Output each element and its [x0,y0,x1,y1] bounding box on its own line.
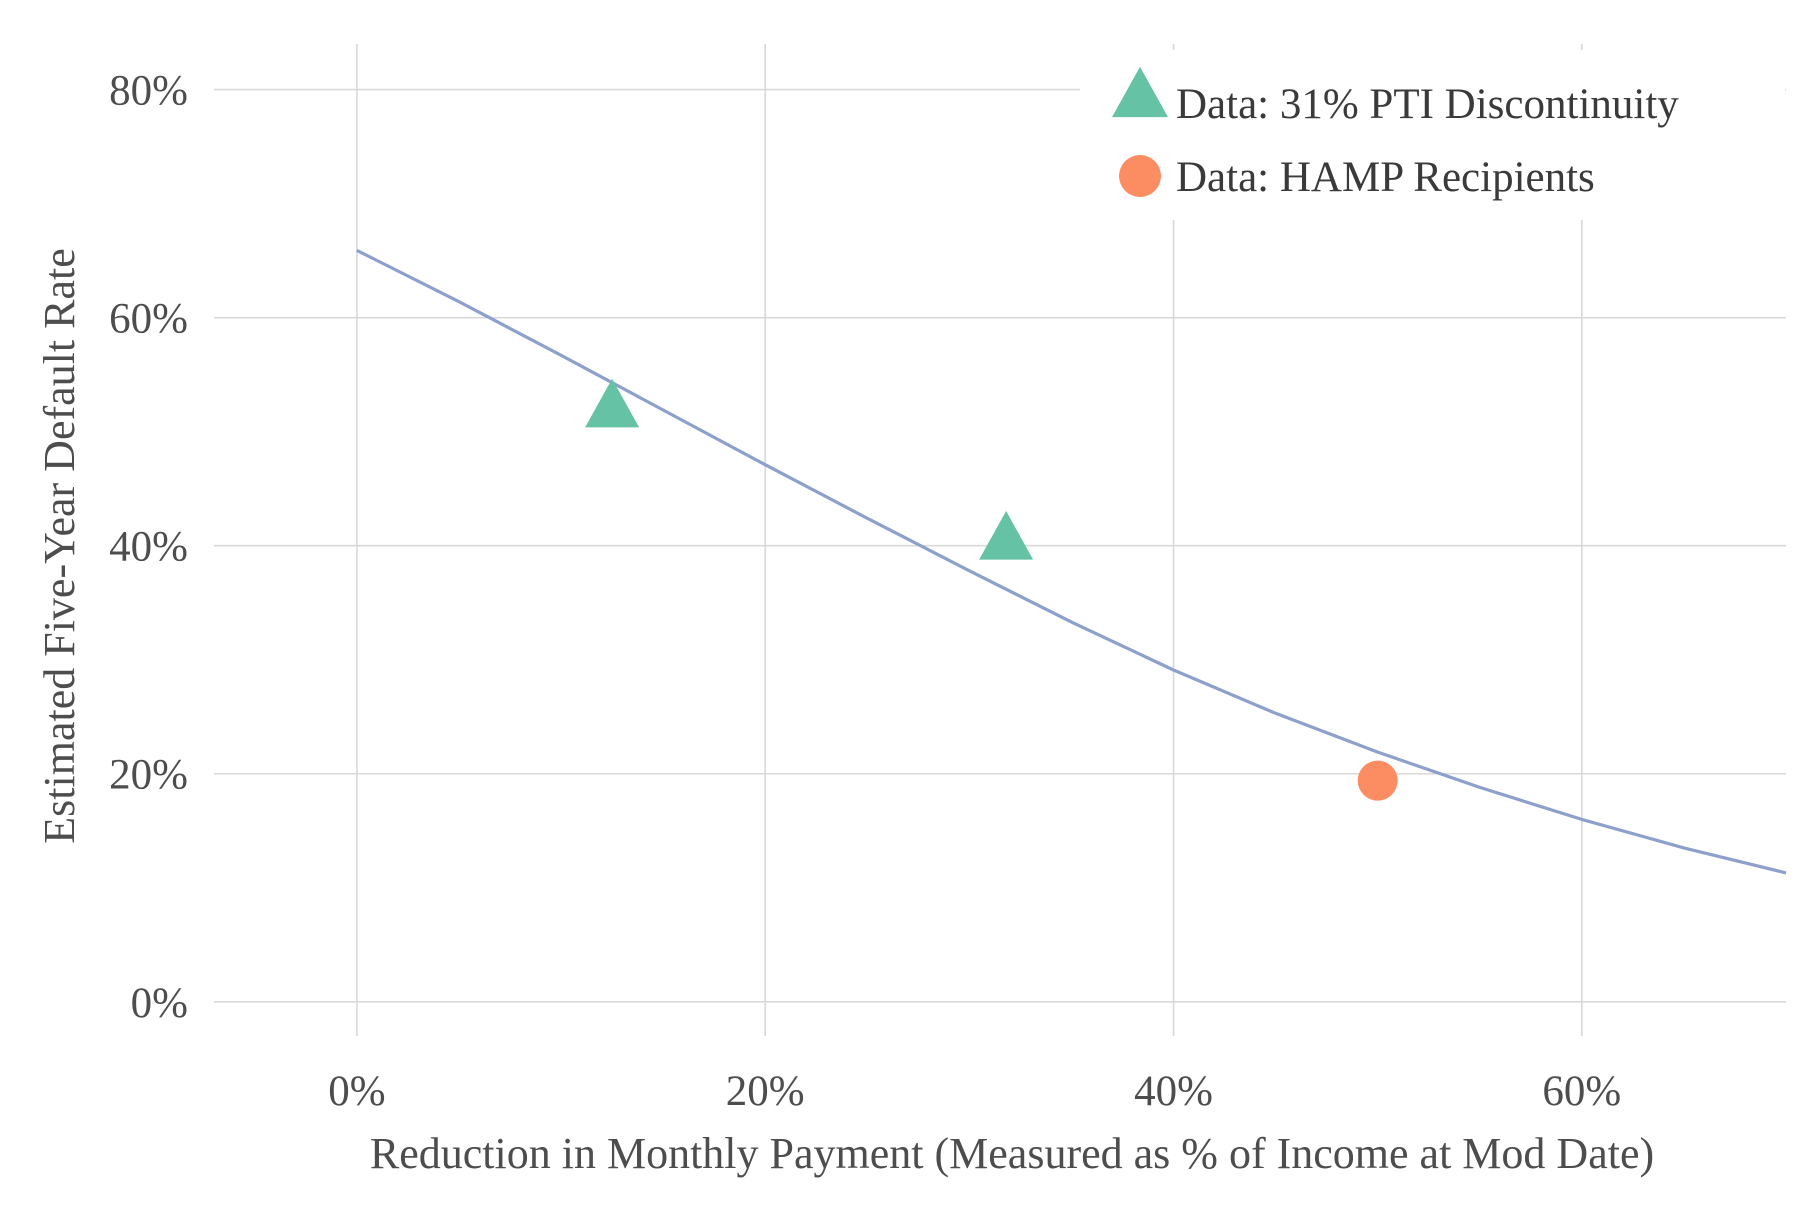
legend-circle-marker [1119,155,1161,197]
legend-label: Data: HAMP Recipients [1176,154,1595,201]
legend-label: Data: 31% PTI Discontinuity [1176,81,1679,128]
y-tick-label: 40% [109,524,188,571]
y-tick-label: 80% [109,68,188,115]
x-axis-title: Reduction in Monthly Payment (Measured a… [370,1129,1654,1178]
hamp-recipients-point [1357,760,1398,801]
y-tick-label: 20% [109,752,188,799]
y-tick-label: 0% [131,980,188,1027]
legend-triangle-marker [1112,66,1168,118]
pti-discontinuity-point [585,378,640,428]
x-tick-label: 60% [1542,1068,1621,1115]
x-tick-label: 20% [726,1068,805,1115]
legend: Data: 31% PTI Discontinuity Data: HAMP Re… [1112,66,1679,201]
model-line [356,248,1787,875]
points-layer [585,378,1398,801]
model-line-layer [356,248,1787,875]
tick-labels: 0% 20% 40% 60% 0% 20% 40% 60% 80% [109,68,1621,1115]
legend-background [1080,50,1785,220]
y-tick-label: 60% [109,296,188,343]
y-axis-title: Estimated Five-Year Default Rate [35,248,84,843]
pti-discontinuity-point [979,511,1034,560]
x-tick-label: 40% [1134,1068,1213,1115]
x-tick-label: 0% [328,1068,385,1115]
